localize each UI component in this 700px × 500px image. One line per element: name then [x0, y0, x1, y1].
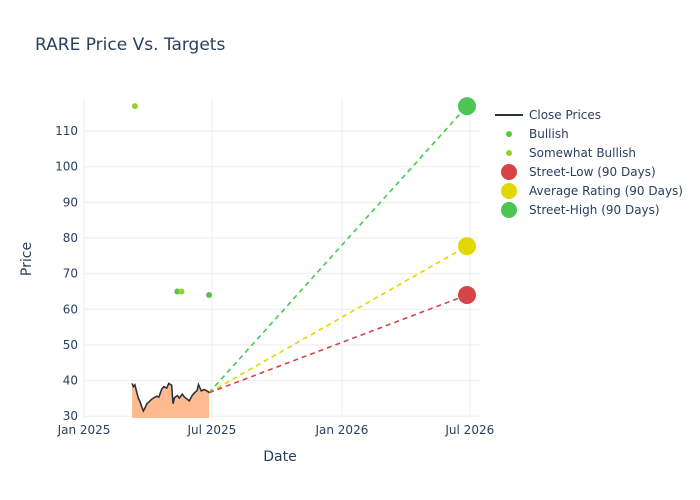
bullish-point: [174, 288, 181, 295]
average-rating-line: [208, 245, 468, 394]
legend-swatch-somewhat-bullish: [506, 150, 512, 156]
somewhat-bullish-point: [178, 288, 185, 295]
legend-label-street-low-90-days: Street-Low (90 Days): [529, 165, 656, 179]
y-tick-label: 110: [55, 124, 78, 138]
x-tick-label: Jan 2026: [314, 423, 368, 437]
plot-area: [131, 97, 476, 418]
close-price-line: [131, 381, 210, 413]
legend-label-average-rating-90-days: Average Rating (90 Days): [529, 184, 683, 198]
legend-swatch-average-rating-90-days: [501, 183, 517, 199]
x-axis-title: Date: [263, 449, 296, 465]
y-tick-label: 40: [63, 374, 78, 388]
legend-label-somewhat-bullish: Somewhat Bullish: [529, 146, 636, 160]
x-tick-label: Jan 2025: [57, 423, 111, 437]
grid-lines: [83, 99, 479, 418]
legend-swatch-bullish: [506, 131, 512, 137]
legend-label-close-prices: Close Prices: [529, 108, 601, 122]
axis-ticks: 30 40 50 60 70 80 90 100 110 Jan 2025 Jul 2025 Jan …: [55, 124, 494, 437]
legend-swatch-street-high-90-days: [501, 202, 517, 218]
y-tick-label: 30: [63, 409, 78, 423]
bullish-point: [206, 292, 213, 299]
y-tick-label: 50: [63, 338, 78, 352]
legend-label-street-high-90-days: Street-High (90 Days): [529, 203, 660, 217]
close-price-area: [132, 383, 210, 418]
y-tick-label: 60: [63, 302, 78, 316]
legend-label-bullish: Bullish: [529, 127, 569, 141]
street-low-marker: [457, 286, 476, 305]
street-high-line: [208, 105, 468, 394]
y-tick-label: 70: [63, 267, 78, 281]
legend-swatch-street-low-90-days: [501, 164, 517, 180]
street-low-line: [208, 294, 468, 394]
y-tick-label: 90: [63, 195, 78, 209]
street-high-marker: [457, 97, 476, 116]
y-tick-label: 100: [55, 160, 78, 174]
y-tick-label: 80: [63, 231, 78, 245]
average-rating-marker: [457, 237, 476, 256]
x-tick-label: Jul 2026: [444, 423, 494, 437]
chart-title: RARE Price Vs. Targets: [35, 35, 225, 55]
x-tick-label: Jul 2025: [186, 423, 236, 437]
somewhat-bullish-point: [131, 103, 138, 110]
legend: Close Prices Bullish Somewhat Bullish Stree…: [495, 108, 683, 218]
y-axis-title: Price: [19, 242, 35, 276]
